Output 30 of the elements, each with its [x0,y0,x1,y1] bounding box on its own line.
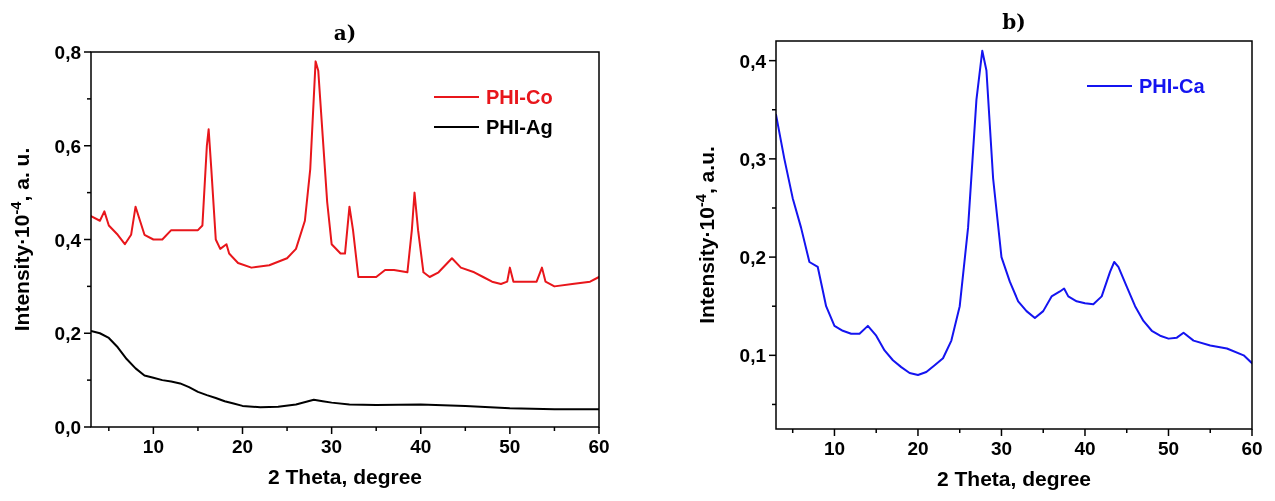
line-series [776,49,1252,376]
x-axis-title: 2 Theta, degree [936,467,1092,490]
x-tick-label: 10 [142,436,164,457]
legend-label: PHI-Ag [486,116,553,138]
x-tick-label: 30 [321,436,343,457]
x-tick-label: 20 [907,438,929,459]
x-tick-label: 60 [588,436,610,457]
y-tick-label: 0,2 [739,247,766,269]
chart-title: b) [1002,10,1026,34]
y-tick-label: 0,1 [739,345,767,367]
legend-label: PHI-Co [486,86,553,108]
legend-label: PHI-Ca [1139,75,1206,97]
x-tick-label: 40 [1074,438,1096,459]
line-series [91,60,599,288]
y-tick-label: 0,0 [54,417,81,438]
y-tick-label: 0,2 [54,323,81,345]
x-axis-title: 2 Theta, degree [267,465,423,488]
x-tick-label: 60 [1241,438,1263,459]
x-tick-label: 50 [499,436,521,457]
x-tick-label: 10 [823,438,846,459]
x-tick-label: 20 [231,436,254,457]
x-tick-label: 30 [990,438,1013,459]
x-tick-label: 50 [1157,438,1180,459]
chart-title: a) [333,21,357,45]
y-tick-label: 0,4 [739,50,767,72]
y-tick-label: 0,6 [54,135,81,157]
x-tick-label: 40 [410,436,432,457]
y-tick-label: 0,3 [739,148,766,170]
y-tick-label: 0,8 [54,42,81,63]
y-tick-label: 0,4 [54,229,82,251]
